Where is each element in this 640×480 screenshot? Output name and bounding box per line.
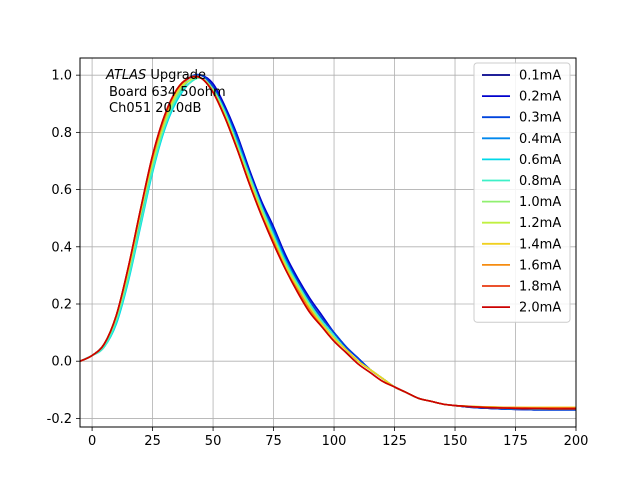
y-tick-label: -0.2 — [47, 412, 72, 427]
legend-label: 0.4mA — [519, 132, 561, 147]
x-tick-label: 0 — [88, 434, 96, 449]
x-tick-label: 75 — [265, 434, 282, 449]
legend-label: 2.0mA — [519, 301, 561, 316]
legend-label: 0.6mA — [519, 153, 561, 168]
legend-label: 1.6mA — [519, 258, 561, 273]
x-tick-label: 25 — [144, 434, 161, 449]
legend-label: 0.2mA — [519, 90, 561, 105]
y-tick-label: 0.2 — [51, 298, 72, 313]
y-tick-label: 0.6 — [51, 183, 72, 198]
annotation-atlas: ATLAS — [105, 68, 146, 83]
axis-ticks: 0 25 50 75 100 125 150 175 200 -0.2 0.0 0.2 0.4 0.6 0.… — [47, 69, 589, 449]
y-tick-label: 1.0 — [51, 69, 72, 84]
legend-label: 1.2mA — [519, 216, 561, 231]
x-tick-label: 100 — [322, 434, 347, 449]
legend-frame — [473, 62, 571, 323]
legend-label: 1.4mA — [519, 237, 561, 252]
y-tick-label: 0.0 — [51, 355, 72, 370]
legend-label: 0.8mA — [519, 174, 561, 189]
annotation-upgrade: Upgrade — [146, 68, 206, 83]
legend-label: 0.1mA — [519, 69, 561, 84]
series-lines — [80, 73, 576, 411]
x-tick-label: 50 — [205, 434, 222, 449]
x-tick-label: 150 — [443, 434, 468, 449]
legend: 0.1mA 0.2mA 0.3mA 0.4mA 0.6mA 0.8mA 1.0mA 1.2mA… — [473, 62, 571, 323]
legend-label: 1.8mA — [519, 280, 561, 295]
series-line-2.0mA — [80, 75, 576, 410]
y-tick-label: 0.4 — [51, 240, 72, 255]
annotation-line-3: Ch051 20.0dB — [109, 101, 201, 116]
x-tick-label: 200 — [564, 434, 589, 449]
x-tick-label: 125 — [382, 434, 407, 449]
y-tick-label: 0.8 — [51, 126, 72, 141]
annotation-line-2: Board 634 50ohm — [109, 85, 226, 100]
annotation-line-1: ATLAS Upgrade — [105, 68, 206, 83]
x-tick-label: 175 — [503, 434, 528, 449]
annotation-block: ATLAS Upgrade Board 634 50ohm Ch051 20.0… — [105, 68, 226, 116]
plot-frame — [79, 57, 577, 428]
legend-label: 0.3mA — [519, 111, 561, 126]
legend-label: 1.0mA — [519, 195, 561, 210]
